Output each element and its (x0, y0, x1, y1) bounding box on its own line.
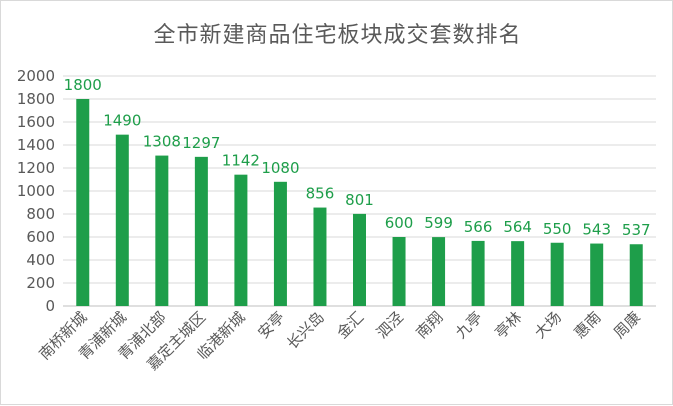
data-label: 1800 (64, 76, 102, 94)
bar (550, 242, 564, 306)
y-tick-label: 1800 (17, 90, 55, 108)
x-tick-label: 周康 (610, 308, 644, 342)
x-tick-label: 九亭 (452, 308, 486, 342)
data-label: 564 (503, 218, 532, 236)
bar (234, 174, 248, 306)
data-label: 543 (582, 221, 611, 239)
y-tick-label: 400 (26, 251, 55, 269)
bar (392, 237, 406, 306)
y-tick-label: 800 (26, 205, 55, 223)
x-tick-label: 大场 (531, 308, 565, 342)
data-label: 537 (622, 221, 651, 239)
bar (471, 240, 485, 306)
data-label: 1308 (143, 133, 181, 151)
bar (353, 213, 366, 306)
bar (155, 155, 169, 306)
data-label: 600 (385, 214, 414, 232)
bar (432, 237, 446, 306)
data-label: 566 (464, 218, 493, 236)
x-tick-label: 安亭 (254, 308, 288, 342)
data-label: 801 (345, 191, 374, 209)
data-label: 1142 (222, 152, 260, 170)
bar (590, 243, 604, 306)
y-tick-label: 200 (26, 274, 55, 292)
x-tick-label: 南翔 (412, 308, 446, 342)
bar (629, 244, 643, 306)
bar (511, 241, 525, 306)
bar (273, 181, 287, 306)
data-label: 1080 (261, 159, 299, 177)
y-tick-label: 1200 (17, 159, 55, 177)
y-tick-label: 600 (26, 228, 55, 246)
bar (76, 99, 90, 306)
x-tick-label: 亭林 (492, 308, 526, 342)
x-tick-label: 惠南 (571, 308, 605, 342)
bar (194, 156, 208, 306)
x-tick-label: 泗泾 (373, 308, 407, 342)
x-tick-label: 长兴岛 (283, 308, 328, 353)
y-tick-label: 1000 (17, 182, 55, 200)
x-tick-label: 金汇 (333, 308, 367, 342)
chart-title: 全市新建商品住宅板块成交套数排名 (153, 23, 522, 48)
data-label: 550 (543, 220, 572, 238)
y-tick-label: 1400 (17, 136, 55, 154)
y-tick-label: 0 (45, 297, 55, 315)
y-tick-label: 1600 (17, 113, 55, 131)
data-label: 856 (306, 185, 335, 203)
data-label: 1297 (182, 134, 220, 152)
bar (115, 134, 129, 306)
data-label: 599 (424, 214, 453, 232)
bar (313, 207, 327, 306)
data-label: 1490 (103, 112, 141, 130)
y-tick-label: 2000 (17, 67, 55, 85)
